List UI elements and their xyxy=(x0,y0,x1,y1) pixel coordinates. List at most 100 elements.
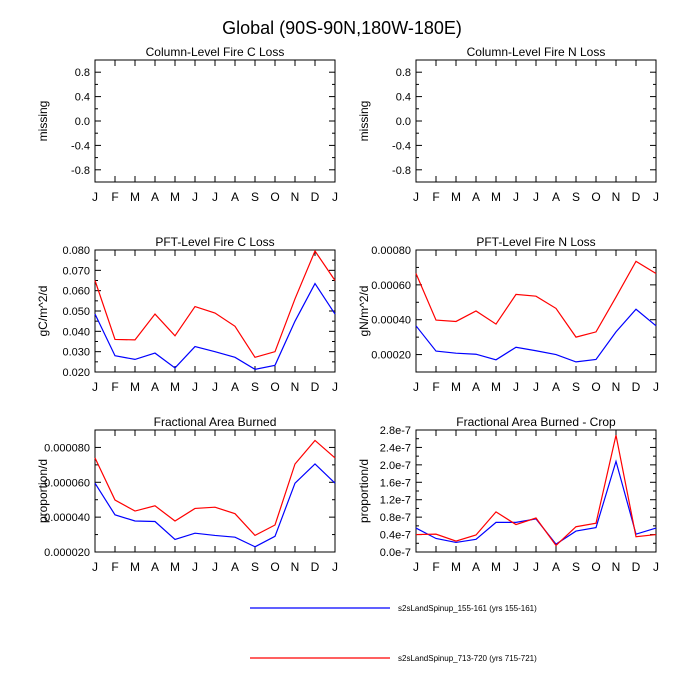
x-tick-label: A xyxy=(151,190,159,204)
panel-fractional-area-burned-crop: Fractional Area Burned - Crop proportion/… xyxy=(357,415,659,574)
y-tick-label: 0.000060 xyxy=(44,477,90,489)
y-tick-label: 1.2e-7 xyxy=(380,495,411,507)
x-tick-label: J xyxy=(413,380,419,394)
x-tick-label: O xyxy=(591,380,600,394)
x-tick-label: J xyxy=(212,560,218,574)
x-tick-label: J xyxy=(192,560,198,574)
x-tick-label: F xyxy=(111,560,118,574)
x-tick-label: J xyxy=(212,380,218,394)
x-tick-label: J xyxy=(513,560,519,574)
x-tick-label: J xyxy=(513,380,519,394)
plot-frame xyxy=(415,59,657,183)
x-tick-label: N xyxy=(291,560,300,574)
x-tick-label: A xyxy=(231,560,239,574)
y-tick-label: -0.4 xyxy=(392,140,411,152)
x-tick-label: O xyxy=(591,190,600,204)
x-tick-label: N xyxy=(291,190,300,204)
x-tick-label: J xyxy=(92,190,98,204)
x-tick-label: D xyxy=(311,560,320,574)
x-tick-label: M xyxy=(491,560,501,574)
x-tick-label: M xyxy=(491,190,501,204)
y-tick-label: 0.060 xyxy=(62,286,90,298)
y-tick-label: 0.040 xyxy=(62,326,90,338)
x-tick-label: M xyxy=(451,190,461,204)
x-tick-label: J xyxy=(533,560,539,574)
y-tick-label: 0.8e-7 xyxy=(380,512,411,524)
y-tick-label: 0.0 xyxy=(396,116,411,128)
series-line-blue xyxy=(415,459,657,545)
panel-title: Column-Level Fire C Loss xyxy=(146,45,285,59)
y-tick-label: 0.070 xyxy=(62,265,90,277)
panel-title: Fractional Area Burned xyxy=(154,415,277,429)
x-tick-label: J xyxy=(332,560,338,574)
x-tick-label: N xyxy=(291,380,300,394)
y-tick-label: -0.8 xyxy=(392,165,411,177)
series-line-blue xyxy=(415,308,657,363)
y-axis-label: missing xyxy=(36,101,50,142)
x-tick-label: S xyxy=(572,190,580,204)
y-tick-label: 0.00040 xyxy=(371,315,411,327)
x-tick-label: J xyxy=(653,380,659,394)
x-tick-label: M xyxy=(130,380,140,394)
y-tick-label: 0.0e-7 xyxy=(380,547,411,559)
plot-frame xyxy=(94,429,336,553)
x-tick-label: N xyxy=(612,190,621,204)
panel-column-level-fire-c-loss: Column-Level Fire C Loss missing 0.8 0.4 0.0… xyxy=(36,45,338,204)
y-axis-label: missing xyxy=(357,101,371,142)
panel-column-level-fire-n-loss: Column-Level Fire N Loss missing 0.8 0.4 0.0… xyxy=(357,45,659,204)
plot-frame xyxy=(415,249,657,373)
x-tick-label: J xyxy=(413,560,419,574)
panel-fractional-area-burned: Fractional Area Burnedproportion/d0.0000… xyxy=(36,415,338,574)
y-tick-label: 0.080 xyxy=(62,245,90,257)
series-line-blue xyxy=(94,463,336,548)
x-tick-label: A xyxy=(231,190,239,204)
x-tick-label: J xyxy=(332,190,338,204)
x-tick-label: A xyxy=(552,380,560,394)
x-tick-label: J xyxy=(92,380,98,394)
x-tick-label: O xyxy=(270,190,279,204)
y-axis-label: gC/m^2/d xyxy=(36,286,50,337)
y-tick-label: 2.0e-7 xyxy=(380,460,411,472)
x-tick-label: M xyxy=(491,380,501,394)
x-tick-label: J xyxy=(513,190,519,204)
y-tick-label: 0.030 xyxy=(62,347,90,359)
x-tick-label: J xyxy=(413,190,419,204)
panel-title: Column-Level Fire N Loss xyxy=(467,45,606,59)
x-tick-label: J xyxy=(533,380,539,394)
series-line-red xyxy=(94,249,336,359)
y-tick-label: -0.8 xyxy=(71,165,90,177)
x-tick-label: M xyxy=(451,560,461,574)
x-tick-label: O xyxy=(270,380,279,394)
y-tick-label: 2.8e-7 xyxy=(380,425,411,437)
legend-label: s2sLandSpinup_155-161 (yrs 155-161) xyxy=(398,604,537,613)
y-axis-label: gN/m^2/d xyxy=(357,286,371,337)
y-tick-label: 0.00060 xyxy=(371,280,411,292)
x-tick-label: J xyxy=(212,190,218,204)
figure-title: Global (90S-90N,180W-180E) xyxy=(222,18,462,38)
series-line-blue xyxy=(94,282,336,370)
panel-title: Fractional Area Burned - Crop xyxy=(456,415,616,429)
x-tick-label: A xyxy=(472,190,480,204)
y-tick-label: 2.4e-7 xyxy=(380,442,411,454)
y-tick-label: 1.6e-7 xyxy=(380,477,411,489)
x-tick-label: F xyxy=(111,190,118,204)
x-tick-label: J xyxy=(332,380,338,394)
y-tick-label: 0.000080 xyxy=(44,442,90,454)
plot-frame xyxy=(415,429,657,553)
x-tick-label: M xyxy=(130,560,140,574)
y-tick-label: 0.000040 xyxy=(44,512,90,524)
x-tick-label: F xyxy=(432,190,439,204)
x-tick-label: A xyxy=(151,380,159,394)
panels: Column-Level Fire C Loss missing 0.8 0.4 0.0… xyxy=(36,45,659,574)
series-line-red xyxy=(415,260,657,338)
plot-frame xyxy=(94,59,336,183)
series-line-red xyxy=(94,439,336,537)
y-tick-label: 0.0 xyxy=(75,116,90,128)
x-tick-label: M xyxy=(170,380,180,394)
x-tick-label: O xyxy=(591,560,600,574)
y-tick-label: -0.4 xyxy=(71,140,90,152)
x-tick-label: N xyxy=(612,560,621,574)
y-tick-label: 0.00020 xyxy=(371,350,411,362)
series-line-red xyxy=(415,435,657,547)
